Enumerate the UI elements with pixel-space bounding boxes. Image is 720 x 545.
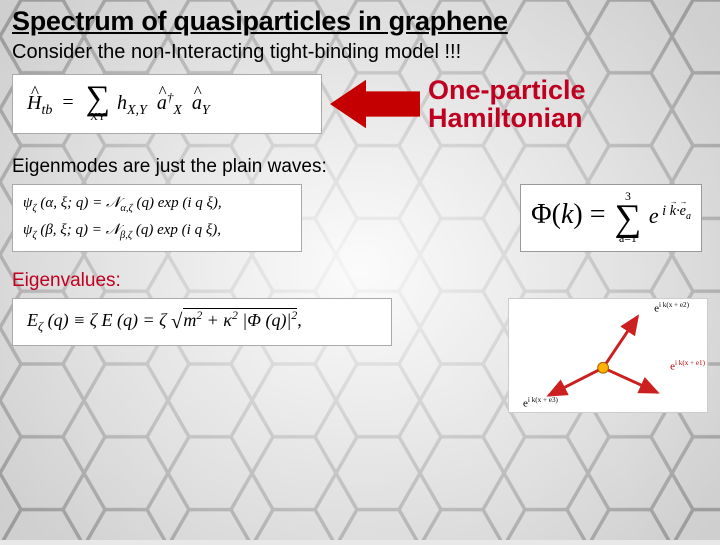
psi-equations: ψζ (α, ξ; q) = 𝒩α,ζ (q) exp (i q ξ), ψζ … — [12, 184, 302, 252]
diag-label-e1: ei k(x + e1) — [670, 359, 705, 373]
lattice-vectors-diagram: ei k(x + e1) ei k(x + e2) ei k(x + e3) — [508, 298, 708, 413]
eigenvalues-label: Eigenvalues: — [12, 270, 708, 292]
eigenmodes-label: Eigenmodes are just the plain waves: — [12, 156, 708, 178]
diag-label-e2: ei k(x + e2) — [654, 301, 689, 315]
callout-text: One-particle Hamiltonian — [428, 76, 586, 133]
hamiltonian-row: Htb = ∑ XY hX,Y a†X aY One-particle Hami… — [12, 74, 708, 134]
hamiltonian-equation: Htb = ∑ XY hX,Y a†X aY — [12, 74, 322, 134]
h-sym: h — [117, 92, 127, 114]
callout-line2: Hamiltonian — [428, 104, 586, 132]
a-sub: Y — [202, 103, 210, 118]
diag-label-e3: ei k(x + e3) — [523, 396, 558, 410]
slide-title: Spectrum of quasiparticles in graphene — [12, 6, 708, 37]
slide-subtitle: Consider the non-Interacting tight-bindi… — [12, 41, 708, 64]
hsub: tb — [41, 103, 52, 118]
adag-sub: X — [173, 103, 182, 118]
arrow-left-icon — [330, 77, 420, 131]
slide-content: Spectrum of quasiparticles in graphene C… — [0, 0, 720, 413]
callout-line1: One-particle — [428, 76, 586, 104]
eigenvalue-equation: Eζ (q) ≡ ζ E (q) = ζ √m2 + κ2 |Φ (q)|2, — [12, 298, 392, 346]
eigenmodes-row: ψζ (α, ξ; q) = 𝒩α,ζ (q) exp (i q ξ), ψζ … — [12, 184, 708, 252]
eigenvalues-row: Eζ (q) ≡ ζ E (q) = ζ √m2 + κ2 |Φ (q)|2, … — [12, 298, 708, 413]
h-sub: X,Y — [127, 103, 147, 118]
phi-equation: Φ(k) = 3 ∑ a=1 e i k·ea — [520, 184, 702, 252]
